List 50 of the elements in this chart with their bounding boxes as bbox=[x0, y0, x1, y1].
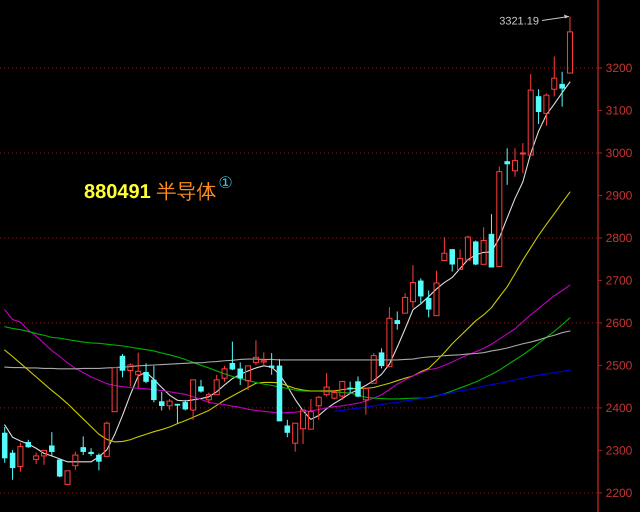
candlestick bbox=[551, 56, 558, 97]
annotation: ① bbox=[218, 173, 233, 192]
y-tick-label: 2500 bbox=[606, 358, 633, 372]
y-tick-label: 2600 bbox=[606, 316, 633, 330]
candlestick bbox=[143, 362, 149, 384]
candlestick bbox=[182, 399, 188, 411]
y-tick-label: 2700 bbox=[606, 273, 633, 288]
y-tick-label: 2900 bbox=[606, 188, 633, 202]
candlestick bbox=[504, 148, 510, 186]
candlestick bbox=[17, 442, 24, 472]
candlestick bbox=[512, 148, 518, 178]
candlestick bbox=[394, 310, 400, 330]
candlestick bbox=[347, 381, 353, 394]
candlestick bbox=[80, 436, 86, 456]
candlestick bbox=[198, 379, 204, 394]
candlestick bbox=[56, 459, 62, 478]
line-series bbox=[334, 370, 571, 412]
candlestick bbox=[237, 362, 243, 386]
candlestick bbox=[158, 391, 164, 411]
candlestick bbox=[426, 290, 432, 318]
text: 880491 半导体 bbox=[84, 181, 216, 203]
y-tick-label: 3000 bbox=[606, 146, 633, 160]
candlestick bbox=[473, 240, 479, 266]
candlestick bbox=[378, 348, 384, 369]
y-tick-label: 2300 bbox=[606, 443, 633, 458]
candlestick bbox=[151, 365, 157, 403]
line-series bbox=[4, 317, 571, 400]
y-tick-label: 2800 bbox=[606, 230, 633, 245]
y-tick-label: 3200 bbox=[606, 60, 633, 75]
y-tick-label: 3100 bbox=[606, 103, 633, 118]
candlestick bbox=[559, 71, 565, 108]
candlestick bbox=[96, 452, 102, 471]
candlestick bbox=[10, 449, 16, 480]
y-tick-label: 2400 bbox=[606, 400, 633, 415]
candlestick bbox=[135, 352, 142, 388]
annotation: 3321.19 bbox=[499, 15, 539, 28]
candlestick bbox=[449, 248, 455, 272]
candlestick bbox=[174, 404, 180, 424]
candlestick bbox=[284, 419, 290, 438]
candlestick bbox=[230, 341, 236, 371]
y-tick-label: 2200 bbox=[606, 486, 633, 500]
candlestick bbox=[49, 432, 55, 458]
candlestick bbox=[260, 352, 267, 366]
candlestick bbox=[410, 264, 416, 309]
candlestick bbox=[418, 278, 424, 304]
candlestick bbox=[120, 353, 126, 378]
candlestick bbox=[355, 376, 361, 398]
line-series bbox=[4, 330, 571, 370]
candlestick bbox=[268, 352, 274, 376]
candlestick bbox=[536, 88, 542, 125]
